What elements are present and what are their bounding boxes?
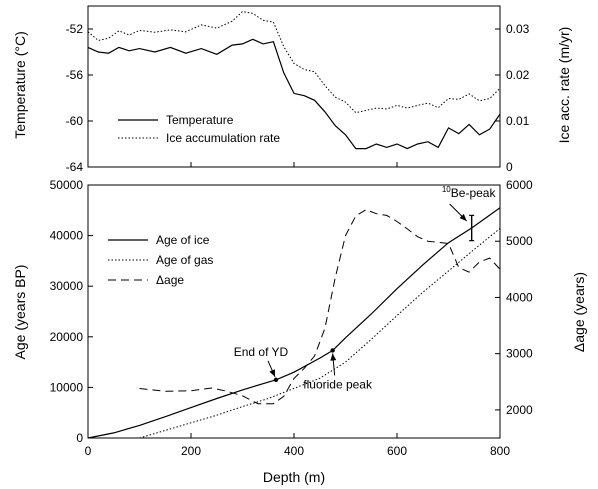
top-y-tick-label: -60 [66, 114, 84, 128]
x-axis-title: Depth (m) [263, 469, 325, 485]
bottom-y-tick-label: 0 [76, 431, 83, 445]
end-of-yd-marker [273, 377, 279, 383]
x-tick-label: 600 [387, 444, 407, 458]
be-peak-label-text: Be-peak [451, 186, 497, 200]
bottom-y2-axis-title: Δage (years) [571, 272, 587, 352]
bottom-y2-tick-label: 2000 [506, 403, 533, 417]
top-y2-tick-label: 0.02 [506, 68, 530, 82]
legend-label-age-of-ice: Age of ice [156, 233, 210, 247]
be-peak-label: 10Be-peak [442, 185, 497, 200]
fluoride-peak-marker [330, 348, 335, 353]
top-y2-tick-label: 0.03 [506, 22, 530, 36]
bottom-y2-tick-label: 6000 [506, 178, 533, 192]
top-y-tick-label: -64 [66, 160, 84, 174]
bottom-y2-tick-label: 3000 [506, 347, 533, 361]
top-legend: Temperature Ice accumulation rate [118, 113, 280, 145]
end-of-yd-label: End of YD [234, 345, 289, 359]
top-y2-tick-label: 0.01 [506, 114, 530, 128]
top-y-tick-label: -56 [66, 68, 84, 82]
bottom-legend: Age of ice Age of gas Δage [108, 233, 213, 287]
top-y2-axis-title: Ice acc. rate (m/yr) [556, 27, 572, 144]
bottom-y-tick-label: 10000 [50, 380, 84, 394]
bottom-series-line-1 [139, 228, 501, 439]
top-panel: -52 -56 -60 -64 0.03 0.02 0.01 0 Temperature (°… [12, 5, 572, 174]
bottom-series-line-2 [139, 209, 501, 405]
bottom-plot-frame [87, 184, 501, 439]
fluoride-peak-arrow-head [330, 353, 337, 361]
bottom-panel-ticks: 0100002000030000400005000020003000400050… [50, 178, 533, 458]
top-series-line-0 [87, 38, 501, 150]
end-of-yd-arrow-head [269, 369, 275, 377]
bottom-y-axis-title: Age (years BP) [12, 265, 28, 360]
top-panel-series [87, 10, 501, 150]
bottom-series-line-0 [87, 207, 501, 439]
top-y-axis-title: Temperature (°C) [12, 31, 28, 139]
x-tick-label: 400 [284, 444, 304, 458]
top-series-line-1 [87, 10, 501, 114]
legend-label-temperature: Temperature [166, 113, 234, 127]
bottom-panel: 0100002000030000400005000020003000400050… [12, 178, 587, 485]
fluoride-peak-label: fluoride peak [303, 377, 373, 391]
top-y2-tick-label: 0 [506, 160, 513, 174]
top-y-tick-label: -52 [66, 22, 84, 36]
bottom-y-tick-label: 50000 [50, 178, 84, 192]
legend-label-age-of-gas: Age of gas [156, 253, 213, 267]
x-tick-label: 800 [490, 444, 510, 458]
bottom-annotations: End of YD fluoride peak 10Be-peak [234, 185, 497, 391]
top-panel-ticks: -52 -56 -60 -64 0.03 0.02 0.01 0 [66, 22, 530, 174]
bottom-y-tick-label: 20000 [50, 330, 84, 344]
be-peak-label-superscript: 10 [442, 185, 451, 194]
x-tick-label: 200 [181, 444, 201, 458]
bottom-y-tick-label: 40000 [50, 229, 84, 243]
bottom-y2-tick-label: 4000 [506, 290, 533, 304]
legend-label-ice-accumulation: Ice accumulation rate [166, 131, 280, 145]
legend-label-delta-age: Δage [156, 273, 184, 287]
top-plot-frame [87, 5, 501, 168]
bottom-y2-tick-label: 5000 [506, 234, 533, 248]
x-tick-label: 0 [85, 444, 92, 458]
bottom-y-tick-label: 30000 [50, 279, 84, 293]
be-peak-arrow-head [459, 213, 467, 222]
bottom-panel-series [87, 207, 501, 439]
